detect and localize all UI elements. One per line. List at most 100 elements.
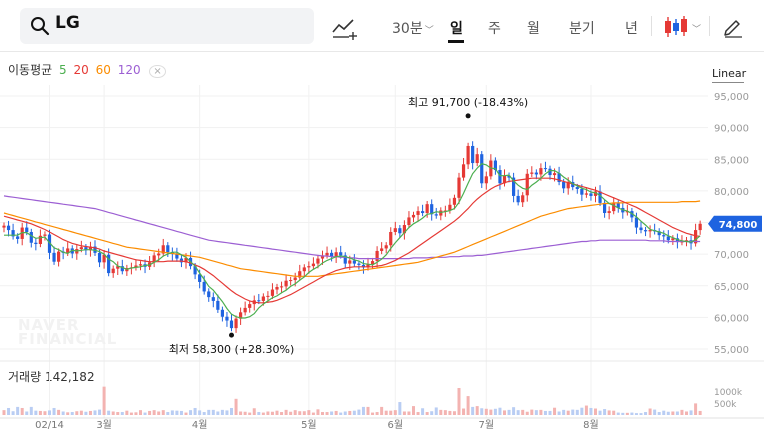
candle-body [393, 228, 397, 232]
volume-bar [270, 411, 274, 415]
period-quarter-tab[interactable]: 분기 [569, 21, 595, 37]
candle-body [225, 316, 229, 321]
volume-bar [603, 409, 607, 415]
volume-bar [594, 408, 597, 415]
volume-bar [11, 411, 15, 415]
candle-body [657, 231, 661, 236]
candle-body [52, 252, 56, 262]
candle-body [493, 160, 497, 171]
volume-bar [698, 410, 702, 415]
volume-bar [612, 410, 616, 415]
candle-body [616, 203, 620, 208]
candle-body [320, 255, 325, 259]
volume-bar [280, 412, 284, 415]
candlestick-type-icon[interactable] [663, 15, 689, 39]
candle-body [566, 182, 570, 189]
candle-body [480, 154, 484, 184]
close-icon[interactable]: × [149, 65, 166, 78]
volume-bar [484, 408, 488, 415]
period-month-tab[interactable]: 월 [527, 21, 540, 37]
volume-bar [193, 407, 197, 415]
volume-bar [557, 411, 561, 415]
y-tick-label: 70,000 [714, 250, 749, 261]
current-price-label: 74,800 [719, 220, 758, 231]
candle-body [88, 246, 93, 251]
volume-bar [184, 412, 188, 415]
volume-bar [275, 410, 279, 415]
candle-body [220, 309, 224, 317]
volume-bar [166, 412, 170, 415]
moving-average-legend[interactable]: 이동평균 5 20 60 120 × [8, 61, 169, 78]
volume-tick-label: 1000k [714, 388, 743, 398]
candle-body [343, 255, 347, 264]
watermark-line-2: FINANCIAL [18, 330, 118, 348]
volume-tick-label: 500k [714, 400, 737, 410]
candle-body [389, 231, 393, 246]
candle-body [179, 258, 184, 263]
candle-body [116, 266, 120, 269]
volume-label-text: 거래량 [8, 370, 42, 384]
volume-bar [466, 396, 470, 415]
y-tick-label: 60,000 [714, 313, 749, 324]
search-input[interactable] [20, 8, 314, 44]
volume-bar [152, 410, 156, 415]
period-30min-dropdown[interactable]: 30분 ﹀ [392, 18, 434, 38]
period-day-tab[interactable]: 일 [450, 21, 463, 37]
candle-body [257, 300, 261, 302]
volume-bar [148, 410, 152, 415]
volume-bar [134, 412, 138, 415]
period-week-tab[interactable]: 주 [488, 21, 501, 37]
candle-body [475, 154, 479, 164]
volume-bar [493, 408, 497, 415]
candle-body [402, 225, 406, 234]
candle-body [11, 230, 15, 237]
candle-body [216, 300, 220, 310]
candle-body [38, 235, 42, 245]
volume-bar [202, 412, 206, 415]
candle-body [239, 312, 243, 319]
low-marker-dot [229, 332, 234, 338]
low-annotation: 최저 58,300 (+28.30%) [169, 343, 294, 356]
period-year-tab[interactable]: 년 [625, 21, 638, 37]
high-annotation: 최고 91,700 (-18.43%) [408, 96, 528, 109]
volume-bar [534, 410, 538, 415]
candle-body [543, 168, 548, 170]
naver-financial-watermark: NAVER FINANCIAL [18, 318, 118, 348]
candle-body [229, 320, 234, 329]
candle-body [448, 204, 452, 211]
candle-body [598, 191, 602, 203]
drawing-tool-icon[interactable] [332, 16, 358, 40]
candle-body [357, 263, 361, 265]
scale-toggle[interactable]: Linear [712, 67, 747, 80]
pencil-icon[interactable] [722, 16, 744, 38]
volume-bar [216, 411, 220, 415]
candle-body [643, 230, 648, 232]
candle-body [571, 182, 575, 188]
candle-body [434, 214, 438, 216]
ma120-line [3, 195, 701, 260]
volume-bar [348, 410, 352, 415]
volume-bar [330, 411, 334, 415]
volume-bar [448, 410, 452, 415]
volume-bar [325, 412, 329, 415]
volume-bar [589, 407, 593, 415]
candle-body [416, 211, 420, 215]
volume-bar [61, 411, 65, 415]
candle-body [639, 227, 643, 231]
candle-body [694, 230, 698, 244]
volume-bar [689, 410, 693, 415]
candle-body [662, 235, 666, 237]
volume-bar [302, 411, 306, 415]
x-tick-label: 5월 [301, 419, 317, 431]
search-query-text[interactable]: LG [55, 13, 80, 33]
volume-bar [625, 412, 629, 415]
search-icon[interactable] [30, 16, 50, 36]
volume-bar [434, 407, 438, 415]
volume-bar [662, 410, 666, 415]
volume-bar [339, 412, 343, 415]
chevron-down-icon[interactable]: ﹀ [692, 25, 702, 35]
candle-body [552, 173, 557, 176]
volume-bar [352, 410, 356, 415]
period-30min-label: 30분 [392, 21, 423, 37]
